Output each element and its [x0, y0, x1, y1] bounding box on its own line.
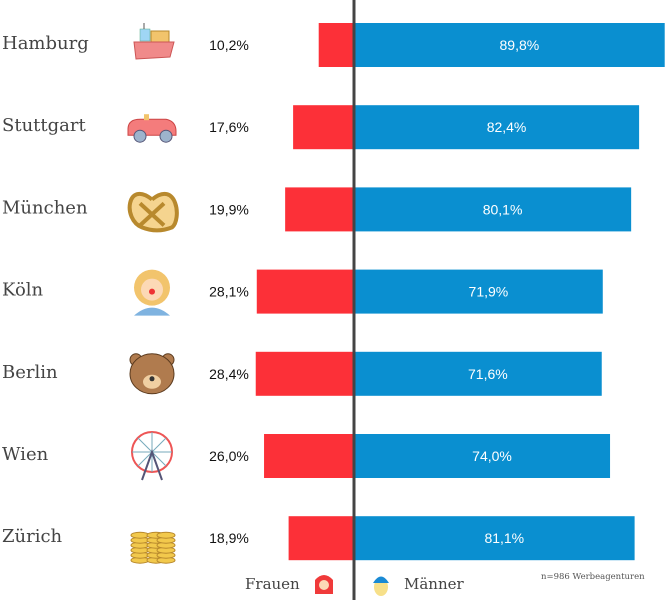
row-zürich: Zürich 18,9% 81,1% [2, 516, 635, 564]
label-frauen: 28,1% [209, 284, 249, 300]
bar-maenner [354, 23, 665, 67]
label-maenner: 71,9% [469, 284, 509, 300]
bar-frauen [318, 23, 354, 67]
label-frauen: 26,0% [209, 448, 249, 464]
bar-maenner [354, 105, 640, 150]
label-maenner: 80,1% [483, 201, 523, 217]
ferris-wheel-icon [131, 431, 173, 481]
pretzel-icon [127, 191, 179, 233]
bar-frauen [256, 269, 354, 314]
legend-maenner: Männer [404, 575, 465, 593]
row-stuttgart: Stuttgart 17,6% 82,4% [2, 105, 640, 150]
bar-maenner [354, 269, 603, 314]
bar-maenner [354, 516, 635, 561]
bear-icon [129, 353, 175, 395]
convertible-car-icon [127, 114, 177, 143]
label-frauen: 17,6% [209, 119, 249, 135]
bar-frauen [293, 105, 354, 150]
category-label: Berlin [2, 362, 58, 383]
label-frauen: 10,2% [209, 37, 249, 53]
woman-icon [315, 575, 333, 594]
category-label: Stuttgart [2, 115, 86, 136]
category-label: München [2, 197, 88, 218]
bar-frauen [285, 187, 354, 232]
clown-icon [134, 269, 170, 316]
coins-icon [130, 531, 176, 564]
category-label: Wien [2, 444, 49, 465]
row-wien: Wien 26,0% 74,0% [2, 431, 611, 481]
row-berlin: Berlin 28,4% 71,6% [2, 351, 602, 396]
label-maenner: 82,4% [487, 119, 527, 135]
label-frauen: 28,4% [209, 366, 249, 382]
bar-frauen [288, 516, 354, 561]
bar-maenner [354, 351, 602, 396]
row-münchen: München 19,9% 80,1% [2, 187, 632, 233]
row-hamburg: Hamburg 10,2% 89,8% [2, 23, 665, 67]
bar-maenner [354, 187, 632, 232]
label-maenner: 81,1% [484, 530, 524, 546]
label-maenner: 74,0% [472, 448, 512, 464]
sample-note: n=986 Werbeagenturen [541, 572, 645, 582]
bar-maenner [354, 434, 611, 478]
bar-frauen [255, 351, 354, 396]
category-label: Zürich [2, 526, 63, 547]
category-label: Hamburg [2, 33, 89, 54]
legend-frauen: Frauen [245, 575, 300, 593]
ship-icon [133, 23, 175, 60]
label-frauen: 19,9% [209, 201, 249, 217]
label-frauen: 18,9% [209, 530, 249, 546]
label-maenner: 89,8% [500, 37, 540, 53]
label-maenner: 71,6% [468, 366, 508, 382]
row-köln: Köln 28,1% 71,9% [2, 269, 603, 316]
bar-frauen [264, 434, 354, 478]
category-label: Köln [2, 280, 44, 301]
man-icon [373, 576, 389, 596]
